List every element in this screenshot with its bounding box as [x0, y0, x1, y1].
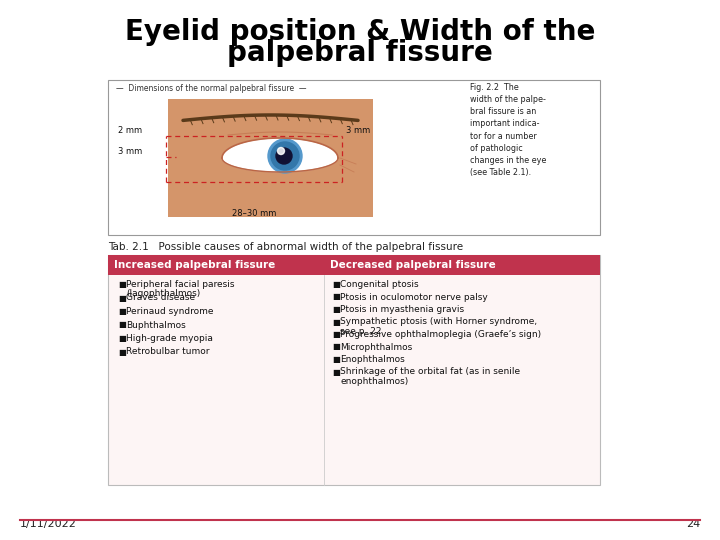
Text: ■: ■	[118, 334, 126, 343]
Text: Ptosis in myasthenia gravis: Ptosis in myasthenia gravis	[341, 305, 464, 314]
Circle shape	[268, 139, 302, 173]
Text: palpebral fissure: palpebral fissure	[227, 39, 493, 67]
Text: enophthalmos): enophthalmos)	[341, 376, 409, 386]
Text: Perinaud syndrome: Perinaud syndrome	[126, 307, 214, 316]
Text: Progressive ophthalmoplegia (Graefe’s sign): Progressive ophthalmoplegia (Graefe’s si…	[341, 330, 541, 339]
Text: ■: ■	[118, 280, 126, 289]
Text: Enophthalmos: Enophthalmos	[341, 355, 405, 364]
Text: ■: ■	[118, 321, 126, 329]
Text: Buphthalmos: Buphthalmos	[126, 321, 186, 329]
Text: 1/11/2022: 1/11/2022	[20, 519, 77, 529]
Text: 3 mm: 3 mm	[118, 147, 143, 156]
Text: Fig. 2.2  The
width of the palpe-
bral fissure is an
important indica-
tor for a: Fig. 2.2 The width of the palpe- bral fi…	[470, 83, 546, 177]
Text: 2 mm: 2 mm	[118, 126, 142, 135]
Text: ■: ■	[333, 293, 341, 301]
Text: ■: ■	[333, 305, 341, 314]
Text: High-grade myopia: High-grade myopia	[126, 334, 213, 343]
Text: 3 mm: 3 mm	[346, 126, 370, 135]
Circle shape	[271, 142, 299, 170]
Text: ■: ■	[333, 330, 341, 339]
Bar	[168, 99, 373, 217]
Text: ■: ■	[333, 280, 341, 289]
Text: Decreased palpebral fissure: Decreased palpebral fissure	[330, 260, 496, 270]
Circle shape	[276, 148, 292, 164]
Text: see p. 22: see p. 22	[341, 327, 382, 335]
Text: Peripheral facial paresis: Peripheral facial paresis	[126, 280, 235, 289]
Text: ■: ■	[118, 307, 126, 316]
Circle shape	[277, 147, 284, 154]
Text: ■: ■	[333, 368, 341, 376]
Text: ■: ■	[118, 348, 126, 356]
Text: 28–30 mm: 28–30 mm	[232, 208, 276, 218]
Text: ■: ■	[333, 355, 341, 364]
Text: Sympathetic ptosis (with Horner syndrome,: Sympathetic ptosis (with Horner syndrome…	[341, 318, 538, 327]
Text: (lagophthalmos): (lagophthalmos)	[126, 289, 200, 298]
Text: ■: ■	[333, 318, 341, 327]
Text: ■: ■	[333, 342, 341, 352]
Text: Congenital ptosis: Congenital ptosis	[341, 280, 419, 289]
Polygon shape	[222, 138, 338, 172]
Bar	[108, 255, 600, 485]
Text: Microphthalmos: Microphthalmos	[341, 342, 413, 352]
Text: Increased palpebral fissure: Increased palpebral fissure	[114, 260, 275, 270]
Text: ■: ■	[118, 294, 126, 302]
Bar	[108, 255, 600, 275]
Text: Graves disease: Graves disease	[126, 294, 195, 302]
Text: Retrobulbar tumor: Retrobulbar tumor	[126, 348, 210, 356]
Text: Ptosis in oculomotor nerve palsy: Ptosis in oculomotor nerve palsy	[341, 293, 488, 301]
Text: 24: 24	[685, 519, 700, 529]
Bar	[108, 80, 600, 235]
Text: Tab. 2.1   Possible causes of abnormal width of the palpebral fissure: Tab. 2.1 Possible causes of abnormal wid…	[108, 242, 463, 252]
Text: —  Dimensions of the normal palpebral fissure  —: — Dimensions of the normal palpebral fis…	[116, 84, 307, 93]
Text: Eyelid position & Width of the: Eyelid position & Width of the	[125, 18, 595, 46]
Text: Shrinkage of the orbital fat (as in senile: Shrinkage of the orbital fat (as in seni…	[341, 368, 521, 376]
